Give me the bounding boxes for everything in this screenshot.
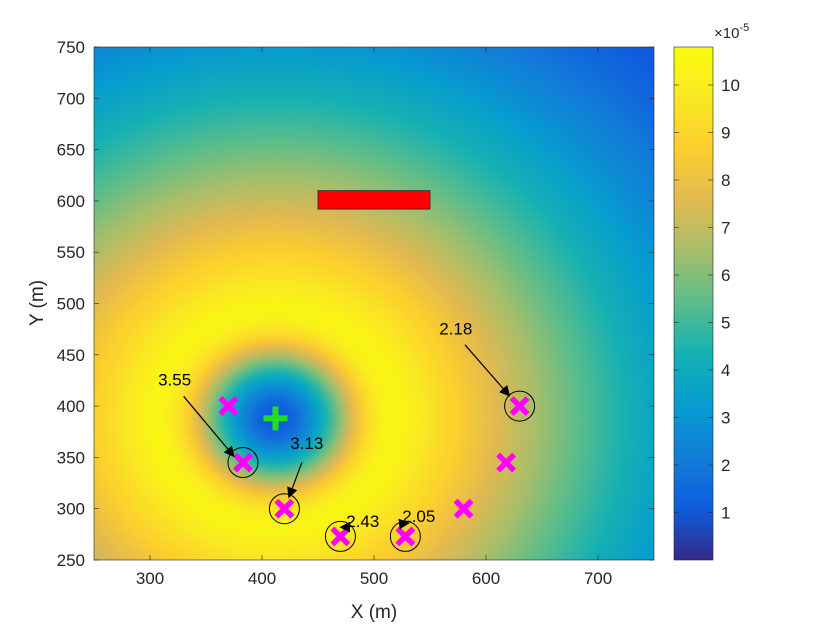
annotation-label: 2.05 bbox=[402, 507, 435, 526]
y-tick-label: 700 bbox=[57, 89, 85, 108]
selected-receiver-circle bbox=[504, 390, 536, 422]
y-tick-label: 600 bbox=[57, 192, 85, 211]
x-axis-title: X (m) bbox=[351, 602, 397, 623]
heatmap-field bbox=[94, 47, 654, 560]
colorbar-multiplier-base: ×10 bbox=[714, 25, 739, 42]
source-plus-marker bbox=[263, 406, 288, 431]
colorbar-gradient bbox=[673, 46, 714, 561]
selected-receiver-circle bbox=[324, 520, 356, 552]
x-tick-label: 400 bbox=[248, 569, 276, 588]
annotation-label: 2.18 bbox=[439, 319, 472, 338]
colorbar-tick-label: 8 bbox=[721, 171, 730, 190]
receiver-x-marker bbox=[233, 452, 253, 473]
x-tick-label: 700 bbox=[584, 569, 612, 588]
colorbar-tick-label: 2 bbox=[721, 456, 730, 475]
obstacle-rectangle bbox=[317, 190, 431, 210]
y-tick-label: 450 bbox=[57, 346, 85, 365]
receiver-x-marker bbox=[496, 452, 517, 473]
colorbar-tick-label: 3 bbox=[721, 409, 730, 428]
colorbar-multiplier: ×10-5 bbox=[714, 22, 749, 42]
annotation-arrow bbox=[183, 395, 235, 458]
y-tick-label: 400 bbox=[57, 397, 85, 416]
annotation-label: 2.43 bbox=[346, 512, 379, 531]
colorbar-tick-label: 1 bbox=[721, 504, 730, 523]
colorbar: 1 2 3 4 5 6 7 8 9 10 ×10-5 bbox=[673, 22, 749, 561]
annotation-arrow bbox=[287, 462, 303, 499]
receiver-x-marker bbox=[274, 498, 295, 519]
colorbar-tick-label: 6 bbox=[721, 266, 730, 285]
annotations: 3.55 3.13 2.43 2.05 2.18 bbox=[158, 319, 511, 533]
selected-receiver-circle bbox=[227, 447, 259, 479]
receiver-x-marker bbox=[453, 498, 474, 519]
colorbar-tick-label: 7 bbox=[721, 219, 730, 238]
colorbar-tick-label: 9 bbox=[721, 124, 730, 143]
x-tick-label: 300 bbox=[136, 569, 164, 588]
annotation-label: 3.13 bbox=[290, 434, 323, 453]
selected-receiver-circle bbox=[268, 493, 300, 525]
y-tick-label: 250 bbox=[57, 551, 85, 570]
y-tick-label: 750 bbox=[57, 38, 85, 57]
annotation-arrow bbox=[464, 344, 511, 397]
x-tick-label: 600 bbox=[472, 569, 500, 588]
receiver-x-marker bbox=[509, 396, 530, 417]
receiver-x-marker bbox=[395, 526, 416, 547]
annotation-label: 3.55 bbox=[158, 371, 191, 390]
colorbar-tick-label: 5 bbox=[721, 314, 730, 333]
colorbar-tick-label: 10 bbox=[721, 76, 740, 95]
y-tick-label: 550 bbox=[57, 243, 85, 262]
colorbar-multiplier-exponent: -5 bbox=[739, 22, 749, 34]
x-tick-label: 500 bbox=[360, 569, 388, 588]
receiver-x-marker bbox=[218, 396, 239, 417]
y-axis-title: Y (m) bbox=[27, 280, 48, 326]
y-tick-label: 350 bbox=[57, 448, 85, 467]
y-tick-label: 650 bbox=[57, 141, 85, 160]
colorbar-tick-label: 4 bbox=[721, 361, 730, 380]
y-tick-label: 300 bbox=[57, 500, 85, 519]
y-tick-label: 500 bbox=[57, 295, 85, 314]
